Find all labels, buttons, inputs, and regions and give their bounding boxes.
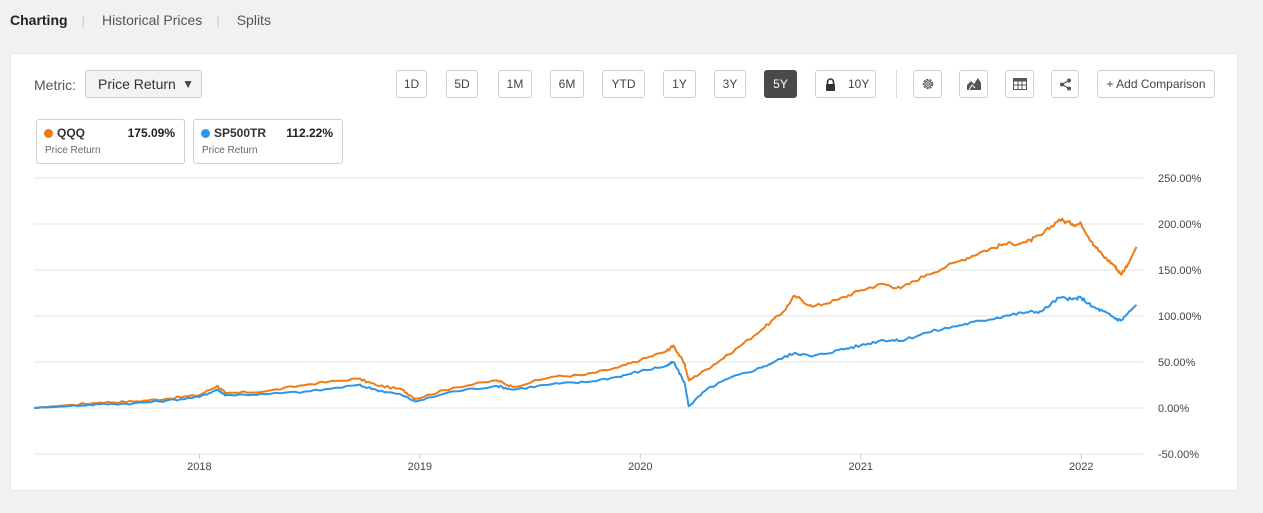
x-tick-label: 2018 bbox=[187, 461, 211, 473]
table-view-button[interactable] bbox=[1005, 70, 1034, 98]
legend-item-qqq[interactable]: QQQ 175.09% Price Return bbox=[36, 119, 185, 164]
legend-item-sp500tr[interactable]: SP500TR 112.22% Price Return bbox=[193, 119, 343, 164]
y-tick-label: 200.00% bbox=[1158, 219, 1202, 231]
lock-icon bbox=[826, 77, 835, 91]
metric-select[interactable]: Price Return ▼ bbox=[85, 70, 202, 98]
x-tick-label: 2020 bbox=[628, 461, 652, 473]
range-10y-button[interactable]: 10Y bbox=[815, 70, 876, 98]
y-tick-label: 150.00% bbox=[1158, 265, 1202, 277]
tab-historical-prices[interactable]: Historical Prices bbox=[101, 12, 203, 28]
legend-series-name: SP500TR bbox=[214, 126, 267, 140]
range-5y-button[interactable]: 5Y bbox=[764, 70, 797, 98]
chart-type-button[interactable] bbox=[959, 70, 988, 98]
series-color-dot bbox=[44, 129, 53, 138]
line-chart[interactable]: 250.00% 200.00% 150.00% 100.00% 50.00% 0.00% -… bbox=[11, 54, 1237, 490]
tab-divider: | bbox=[81, 12, 85, 28]
toolbar-divider bbox=[896, 70, 897, 98]
range-1d-button[interactable]: 1D bbox=[396, 70, 427, 98]
add-comparison-button[interactable]: + Add Comparison bbox=[1097, 70, 1215, 98]
gear-icon bbox=[922, 78, 933, 90]
range-3y-button[interactable]: 3Y bbox=[714, 70, 746, 98]
top-tabs: Charting | Historical Prices | Splits bbox=[10, 10, 271, 30]
range-1m-button[interactable]: 1M bbox=[498, 70, 532, 98]
y-tick-label: 0.00% bbox=[1158, 403, 1189, 415]
legend-series-metric: Price Return bbox=[202, 145, 258, 156]
range-1y-button[interactable]: 1Y bbox=[663, 70, 696, 98]
tab-splits[interactable]: Splits bbox=[236, 12, 271, 28]
settings-button[interactable] bbox=[913, 70, 942, 98]
range-ytd-button[interactable]: YTD bbox=[602, 70, 645, 98]
x-tick-label: 2022 bbox=[1069, 461, 1093, 473]
series-color-dot bbox=[201, 129, 210, 138]
x-tick-label: 2019 bbox=[408, 461, 432, 473]
tab-charting[interactable]: Charting bbox=[10, 12, 68, 28]
x-tick-label: 2021 bbox=[849, 461, 873, 473]
caret-down-icon: ▼ bbox=[182, 77, 194, 91]
range-10y-label: 10Y bbox=[848, 77, 870, 91]
y-tick-label: -50.00% bbox=[1158, 449, 1199, 461]
metric-label: Metric: bbox=[34, 77, 76, 93]
y-tick-label: 100.00% bbox=[1158, 311, 1202, 323]
table-icon bbox=[1012, 78, 1027, 90]
legend-series-value: 175.09% bbox=[127, 126, 175, 140]
chart-panel: Metric: Price Return ▼ 1D 5D 1M 6M YTD 1… bbox=[10, 53, 1238, 491]
legend-series-metric: Price Return bbox=[45, 145, 101, 156]
tab-divider: | bbox=[216, 12, 220, 28]
share-icon bbox=[1059, 78, 1071, 90]
chart-type-icon bbox=[966, 78, 981, 91]
series-line-qqq bbox=[33, 217, 1138, 409]
range-5d-button[interactable]: 5D bbox=[446, 70, 478, 98]
series-line-sp500tr bbox=[34, 295, 1138, 409]
y-tick-label: 250.00% bbox=[1158, 173, 1202, 185]
range-6m-button[interactable]: 6M bbox=[550, 70, 584, 98]
legend-series-value: 112.22% bbox=[286, 126, 333, 140]
metric-selected-value: Price Return bbox=[98, 76, 176, 92]
share-button[interactable] bbox=[1051, 70, 1079, 98]
legend-series-name: QQQ bbox=[57, 126, 86, 140]
y-tick-label: 50.00% bbox=[1158, 357, 1196, 369]
